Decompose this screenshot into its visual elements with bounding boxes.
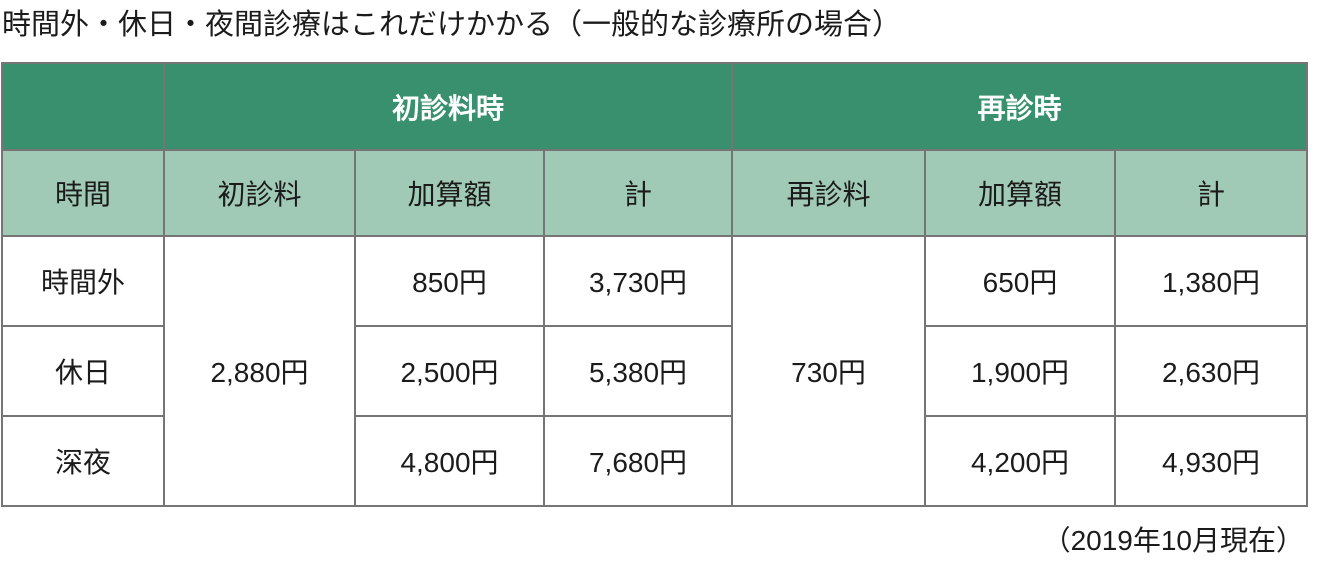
cell-first-visit-add: 4,800円 — [354, 415, 545, 507]
column-header-row: 時間 初診料 加算額 計 再診料 加算額 計 — [1, 149, 1309, 237]
fee-table: 初診料時 再診時 時間 初診料 加算額 計 再診料 加算額 計 時間外 2,88… — [1, 62, 1309, 507]
row-label: 深夜 — [1, 415, 165, 507]
column-header-revisit-total: 計 — [1114, 149, 1309, 237]
footnote: （2019年10月現在） — [1042, 525, 1304, 556]
merged-cell-revisit-fee: 730円 — [731, 235, 927, 507]
row-label: 時間外 — [1, 235, 165, 327]
cell-first-visit-total: 7,680円 — [542, 415, 734, 507]
group-header-revisit: 再診時 — [731, 62, 1309, 151]
column-header-first-visit-fee: 初診料 — [163, 149, 356, 237]
column-header-revisit-add: 加算額 — [924, 149, 1117, 237]
cell-first-visit-add: 850円 — [354, 235, 545, 327]
page-title: 時間外・休日・夜間診療はこれだけかかる（一般的な診療所の場合） — [2, 9, 902, 41]
cell-first-visit-total: 3,730円 — [542, 235, 734, 327]
cell-revisit-total: 1,380円 — [1114, 235, 1309, 327]
corner-cell — [1, 62, 165, 151]
group-header-row: 初診料時 再診時 — [1, 62, 1309, 151]
table-row-shinya: 深夜 4,800円 7,680円 4,200円 4,930円 — [1, 415, 1309, 507]
cell-first-visit-total: 5,380円 — [542, 325, 734, 417]
cell-first-visit-add: 2,500円 — [354, 325, 545, 417]
table-row-kyujitsu: 休日 2,500円 5,380円 1,900円 2,630円 — [1, 325, 1309, 417]
column-header-revisit-fee: 再診料 — [731, 149, 927, 237]
column-header-time: 時間 — [1, 149, 165, 237]
group-header-first-visit: 初診料時 — [162, 62, 734, 151]
column-header-first-visit-add: 加算額 — [354, 149, 545, 237]
page: 時間外・休日・夜間診療はこれだけかかる（一般的な診療所の場合） 初診料時 再診時… — [1, 9, 1309, 556]
table-row-jikangai: 時間外 2,880円 850円 3,730円 730円 650円 1,380円 — [1, 235, 1309, 507]
merged-cell-first-visit-fee: 2,880円 — [163, 235, 356, 507]
cell-revisit-add: 4,200円 — [924, 415, 1117, 507]
row-label: 休日 — [1, 325, 165, 417]
column-header-first-visit-total: 計 — [542, 149, 734, 237]
cell-revisit-add: 1,900円 — [924, 325, 1117, 417]
cell-revisit-add: 650円 — [924, 235, 1117, 327]
cell-revisit-total: 4,930円 — [1114, 415, 1309, 507]
cell-revisit-total: 2,630円 — [1114, 325, 1309, 417]
